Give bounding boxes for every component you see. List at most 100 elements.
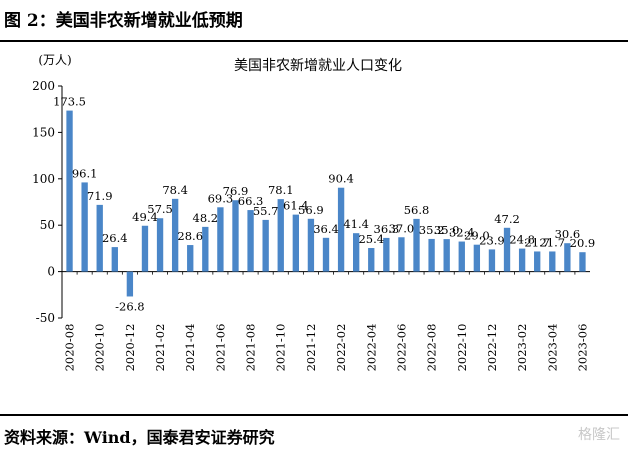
figure-title: 图 2：美国非农新增就业低预期 <box>4 11 243 31</box>
bar-2020-10 <box>96 204 103 272</box>
data-label: 78.4 <box>162 183 188 197</box>
bar-2023-06 <box>579 252 586 272</box>
bar-2022-02 <box>337 187 345 272</box>
bar-2020-08 <box>66 110 73 272</box>
data-label: 21.7 <box>524 235 550 249</box>
data-label: 49.4 <box>132 210 158 224</box>
data-label: 20.9 <box>570 236 596 250</box>
bar-2021-07 <box>232 200 239 272</box>
x-tick-label: 2022-12 <box>485 324 499 372</box>
data-label: 35.0 <box>434 223 460 237</box>
data-label: 56.8 <box>404 203 430 217</box>
bar-2020-12 <box>126 271 134 297</box>
x-tick-label: 2022-02 <box>334 324 348 372</box>
data-label: 71.9 <box>87 189 113 203</box>
chart-title: 美国非农新增就业人口变化 <box>234 58 402 74</box>
bar-2021-08 <box>247 210 254 272</box>
y-tick-label: 150 <box>32 125 55 139</box>
source-note: 资料来源：Wind，国泰君安证券研究 <box>4 428 275 447</box>
data-label: 24.8 <box>509 233 535 247</box>
x-tick-label: 2020-08 <box>63 324 77 372</box>
y-tick-label: -50 <box>36 311 55 325</box>
y-tick-label: 50 <box>40 218 55 232</box>
bar-2022-12 <box>488 249 496 272</box>
x-tick-label: 2022-08 <box>425 324 439 372</box>
data-labels: 173.5 96.1 71.9 26.4 -26.8 49.457.5 78.4 28.6 48… <box>53 95 595 314</box>
bar-2021-01 <box>141 225 149 272</box>
bar-2023-01 <box>503 227 511 272</box>
data-label: 69.3 <box>208 191 234 205</box>
data-label: 41.4 <box>343 217 369 231</box>
bottom-divider <box>0 414 628 416</box>
bar-2021-09 <box>262 219 269 272</box>
bar-2020-09 <box>81 182 88 272</box>
bar-2022-06 <box>398 237 405 272</box>
x-tick-label: 2021-06 <box>213 324 227 372</box>
x-tick-label: 2021-10 <box>274 324 288 372</box>
bar-2022-03 <box>353 233 360 272</box>
bar-2021-06 <box>217 207 224 272</box>
x-tick-label: 2020-12 <box>123 324 137 372</box>
bar-2021-05 <box>202 226 209 272</box>
data-label: 36.3 <box>374 222 400 236</box>
data-label: 37.0 <box>389 221 415 235</box>
data-label: 66.3 <box>238 194 264 208</box>
data-label: 173.5 <box>53 95 86 109</box>
y-tick-label: 100 <box>32 172 55 186</box>
y-tick-label: 200 <box>32 79 55 93</box>
bar-2020-11 <box>111 247 118 272</box>
bar-2021-03 <box>171 198 179 272</box>
watermark: 格隆汇 <box>578 427 620 443</box>
data-label: -26.8 <box>115 299 145 313</box>
x-tick-label: 2022-06 <box>394 324 408 372</box>
axes: -50 0 50 100 150 200 <box>32 79 590 325</box>
bar-2022-09 <box>443 239 450 272</box>
bars <box>66 110 586 297</box>
data-label: 26.4 <box>102 231 128 245</box>
x-tick-label: 2020-10 <box>93 324 107 372</box>
top-divider <box>0 40 628 42</box>
data-label: 56.9 <box>298 203 324 217</box>
x-tick-label: 2023-02 <box>515 324 529 372</box>
data-label: 30.6 <box>555 227 581 241</box>
bar-2022-10 <box>458 241 465 272</box>
bar-2021-02 <box>156 218 164 272</box>
x-tick-label: 2021-12 <box>304 324 318 372</box>
bar-chart: 美国非农新增就业人口变化 (万人) -50 0 50 100 150 200 173.5 9… <box>32 53 595 372</box>
data-label: 96.1 <box>72 166 98 180</box>
data-label: 36.4 <box>313 222 339 236</box>
x-tick-label: 2021-04 <box>183 324 197 372</box>
data-label: 25.4 <box>358 232 384 246</box>
bar-2023-04 <box>549 251 556 272</box>
data-label: 28.6 <box>177 229 203 243</box>
bar-2021-04 <box>187 245 194 272</box>
x-tick-label: 2022-04 <box>364 324 378 372</box>
data-label: 21.7 <box>539 235 565 249</box>
x-tick-label: 2022-10 <box>455 324 469 372</box>
y-tick-label: 0 <box>47 265 55 279</box>
bar-2023-02 <box>518 248 526 272</box>
data-label: 48.2 <box>193 211 219 225</box>
x-tick-label: 2021-08 <box>244 324 258 372</box>
bar-2022-01 <box>322 237 330 272</box>
bar-2022-04 <box>368 248 375 272</box>
data-label: 57.5 <box>147 202 173 216</box>
bar-2022-07 <box>413 218 420 272</box>
data-label: 78.1 <box>268 183 294 197</box>
data-label: 47.2 <box>494 212 520 226</box>
bar-2023-03 <box>534 251 541 272</box>
data-label: 35.2 <box>419 223 445 237</box>
bar-2021-10 <box>277 199 284 272</box>
data-label: 90.4 <box>328 172 354 186</box>
x-tick-label: 2021-02 <box>153 324 167 372</box>
bar-2021-11 <box>292 214 299 272</box>
x-tick-label: 2023-04 <box>545 324 559 372</box>
data-label: 23.9 <box>479 233 505 247</box>
data-label: 55.7 <box>253 204 279 218</box>
bar-2021-12 <box>307 218 315 272</box>
data-label: 76.9 <box>223 184 249 198</box>
y-unit-label: (万人) <box>38 53 71 67</box>
bar-2022-08 <box>428 238 435 272</box>
bar-2022-05 <box>383 237 390 272</box>
data-label: 29.0 <box>464 229 490 243</box>
